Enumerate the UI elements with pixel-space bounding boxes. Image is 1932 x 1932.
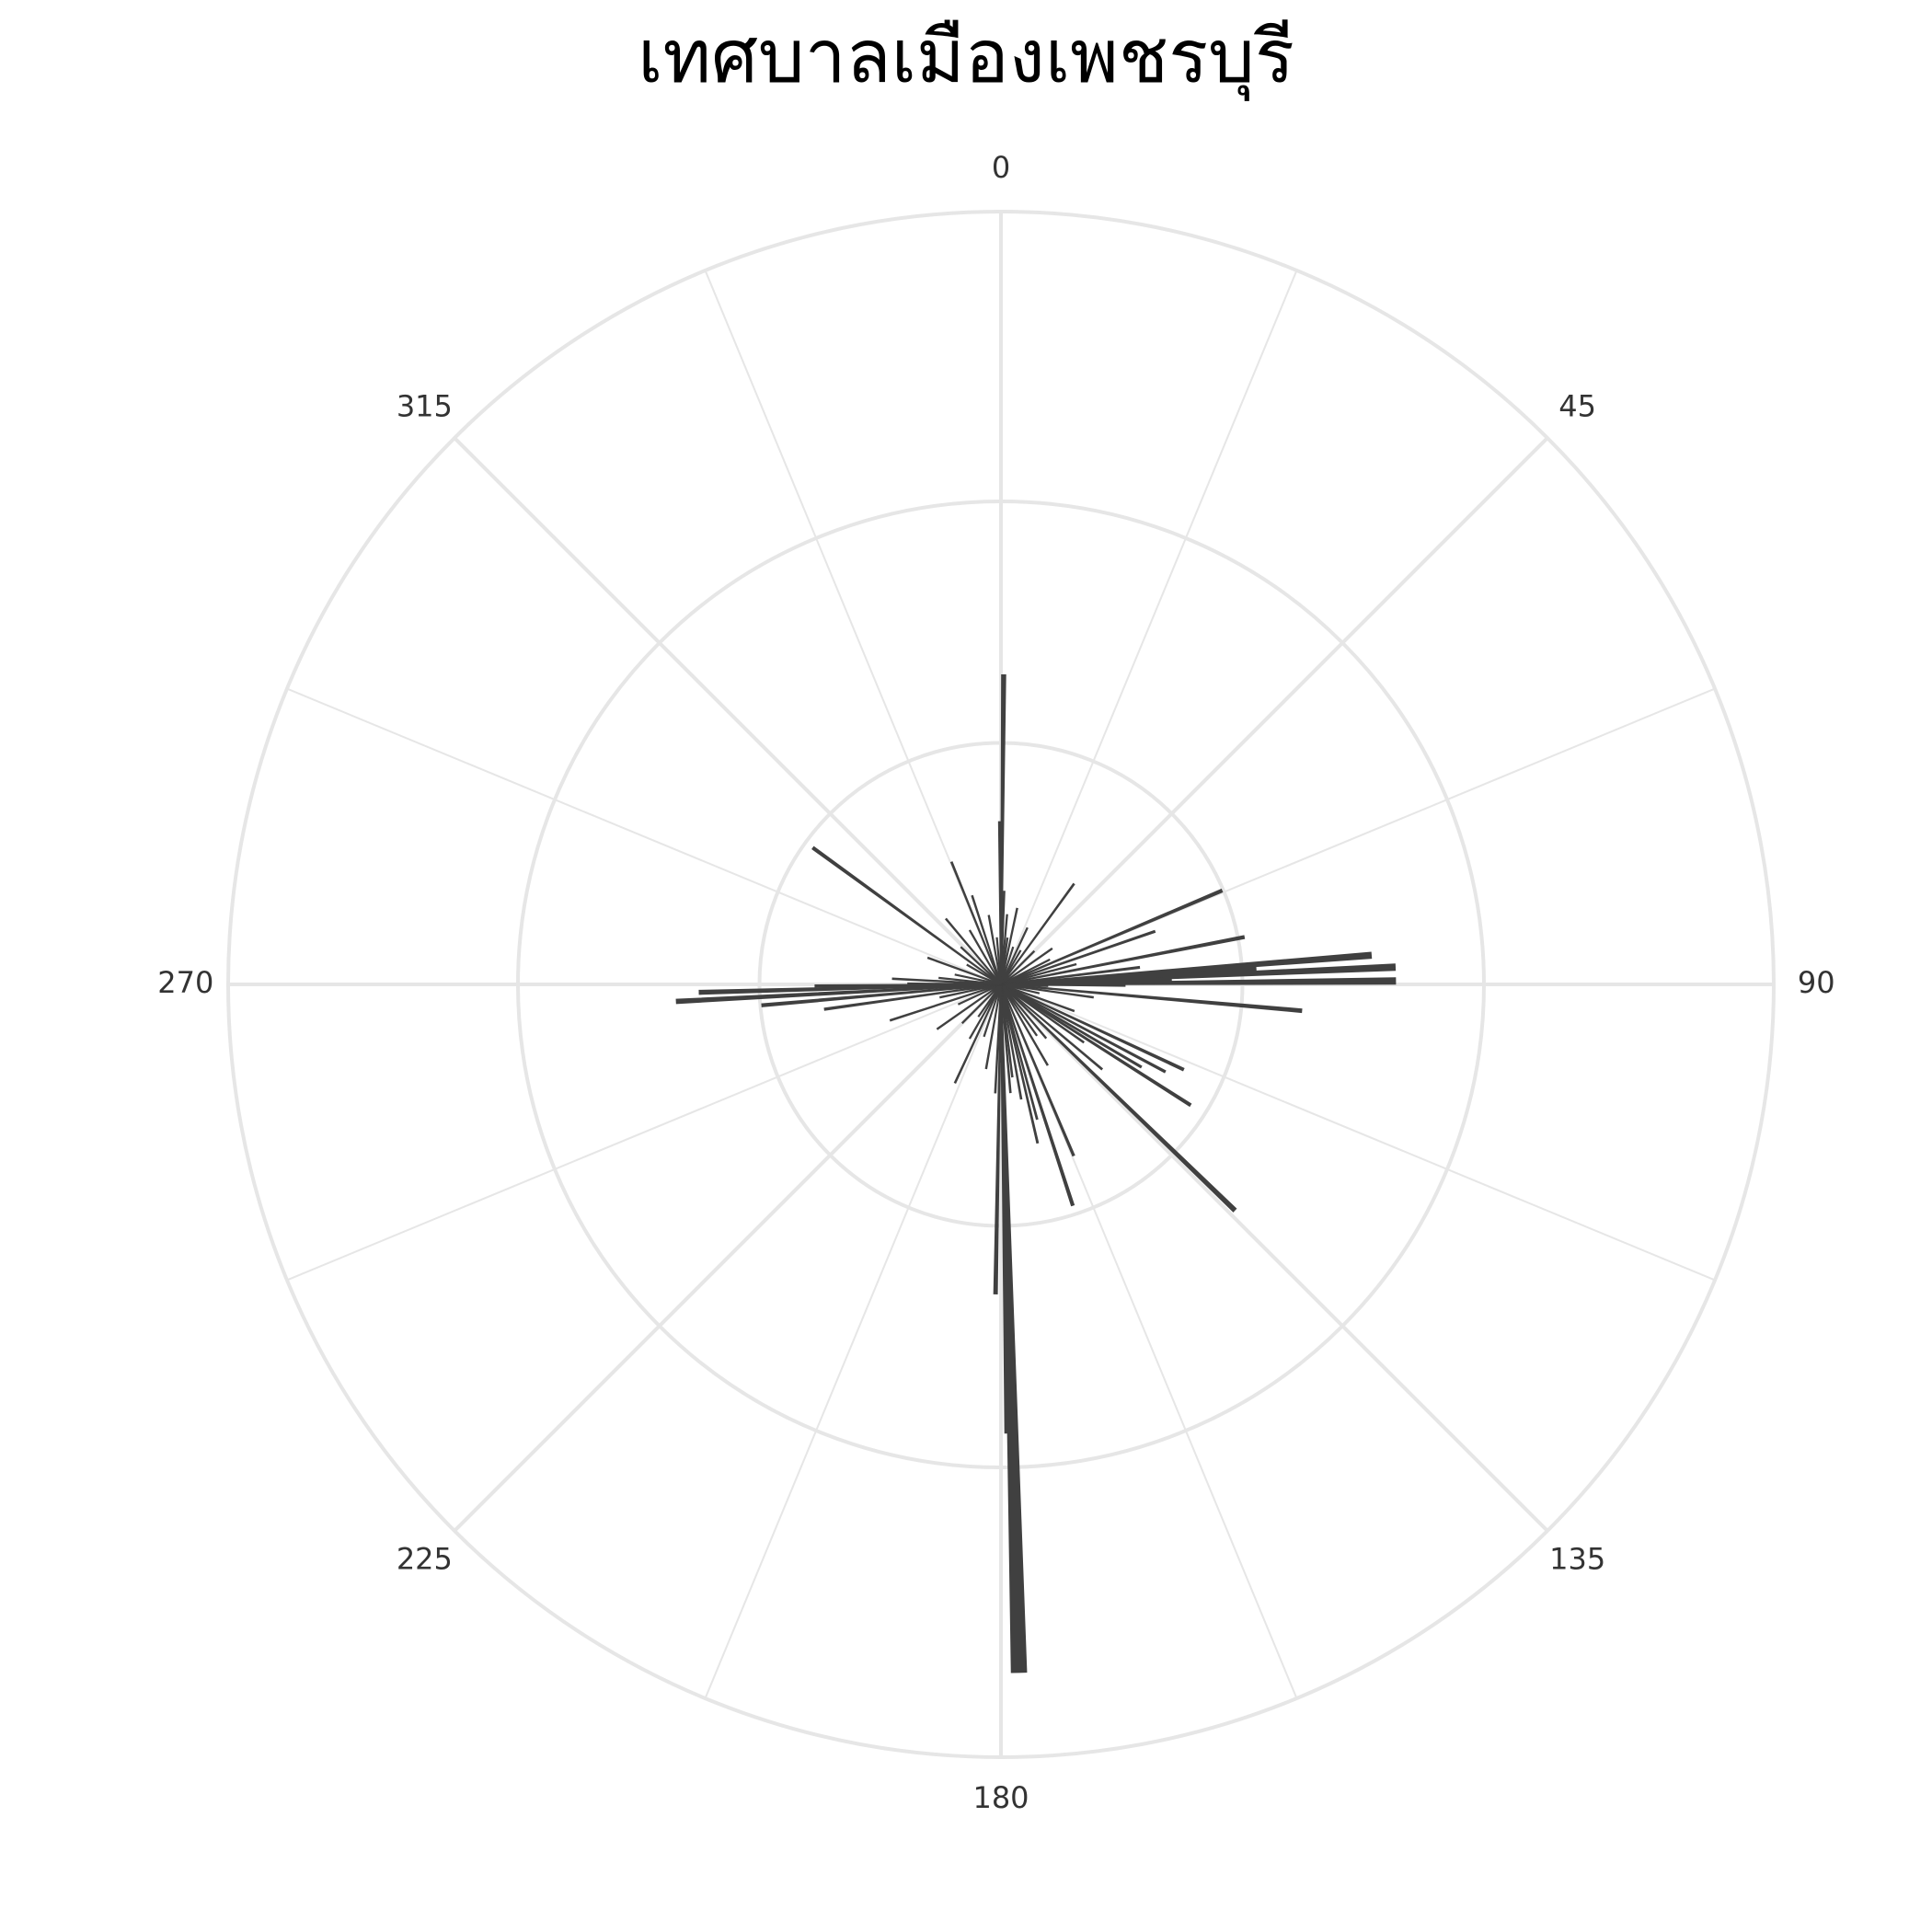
rose-bar <box>1000 983 1185 1072</box>
rose-bar <box>889 983 1002 1022</box>
chart-title: เทศบาลเมืองเพชรบุรี <box>638 14 1294 99</box>
rose-bar <box>1000 963 1397 985</box>
rose-bar <box>1000 983 1075 1157</box>
rose-bar <box>953 983 1002 1085</box>
rose-bar <box>1000 946 1015 985</box>
rose-bar <box>1000 947 1053 985</box>
rose-bar <box>983 983 1002 1038</box>
rose-bar <box>1000 929 1156 985</box>
angular-tick-label: 225 <box>397 1542 453 1577</box>
rose-bar <box>1000 983 1039 1121</box>
rose-bar <box>1000 983 1040 1144</box>
rose-bar <box>1000 983 1143 1069</box>
rose-bar <box>1000 914 1008 985</box>
rose-bar <box>1000 888 1224 985</box>
angular-tick-label: 90 <box>1798 965 1835 1000</box>
rose-bar <box>1000 926 1029 985</box>
rose-bar <box>977 983 1002 1018</box>
angular-tick-label: 270 <box>157 965 213 1000</box>
rose-bar <box>1000 966 1257 985</box>
rose-bar <box>823 983 1002 1011</box>
rose-bar <box>987 914 1002 985</box>
rose-bar <box>1000 983 1192 1108</box>
rose-bar <box>1000 983 1048 1040</box>
rose-bar <box>1000 891 1006 985</box>
rose-bar <box>960 983 1002 1025</box>
rose-bar <box>945 917 1002 985</box>
rose-bar <box>1000 949 1022 985</box>
rose-bar <box>968 983 1002 1040</box>
grid-spoke <box>999 436 1549 986</box>
rose-bar <box>984 983 1002 1070</box>
rose-bar <box>1000 983 1303 1014</box>
rose-bar <box>1000 977 1397 985</box>
grid-spoke <box>286 983 1002 1282</box>
rose-bar <box>939 983 1002 999</box>
grid-spoke <box>1000 270 1298 985</box>
grid-spoke <box>453 983 1003 1533</box>
rose-bar <box>966 963 1002 985</box>
rose-bar <box>994 983 1002 1094</box>
rose-bar <box>1000 882 1075 985</box>
rose-bar <box>1000 983 1039 1037</box>
grid-spoke <box>453 436 1003 986</box>
rose-bar <box>1000 983 1010 1434</box>
rose-bar <box>698 983 1002 995</box>
angular-tick-label: 180 <box>972 1780 1029 1815</box>
angular-tick-label: 45 <box>1558 388 1596 423</box>
rose-bar <box>968 929 1002 985</box>
rose-bar <box>949 861 1002 985</box>
rose-bar <box>1000 983 1237 1213</box>
rose-bar <box>1000 949 1036 985</box>
rose-bar <box>1000 935 1246 985</box>
angular-tick-label: 135 <box>1549 1542 1605 1577</box>
rose-bar <box>1000 983 1049 1066</box>
rose-bar <box>1000 983 1023 1100</box>
rose-bar <box>938 976 1002 985</box>
rose-bar <box>1000 951 1373 985</box>
rose-bar <box>993 983 1002 1294</box>
rose-bar <box>1000 983 1028 1673</box>
grid-spoke <box>999 983 1549 1533</box>
rose-bar <box>1000 965 1141 985</box>
rose-bar <box>1000 983 1075 1207</box>
rose-bar <box>971 894 1002 985</box>
angular-tick-label: 315 <box>397 388 453 423</box>
rose-bar <box>1000 983 1012 1094</box>
grid-spoke <box>286 687 1002 985</box>
grid-spoke <box>704 983 1002 1699</box>
rose-bar <box>997 821 1002 985</box>
rose-bar <box>1000 983 1075 1013</box>
rose-bar <box>954 973 1002 985</box>
rose-bar <box>1000 962 1077 985</box>
rose-bar <box>761 983 1002 1007</box>
rose-bar <box>926 956 1002 985</box>
bars <box>675 673 1397 1673</box>
rose-bar <box>957 983 1002 1006</box>
rose-bar <box>675 983 1002 1005</box>
rose-bar <box>995 937 1002 985</box>
rose-bar <box>1000 673 1006 985</box>
rose-bar <box>1000 907 1018 985</box>
rose-bar <box>891 977 1002 985</box>
rose-bar <box>1000 983 1041 995</box>
grid-spoke <box>1000 983 1716 1282</box>
rose-bar <box>1000 983 1095 999</box>
rose-bar <box>960 946 1002 985</box>
rose-bar <box>811 845 1002 985</box>
rose-bar <box>1000 983 1167 1074</box>
rose-bar <box>936 983 1002 1030</box>
rose-bar <box>1000 983 1086 1044</box>
rose-bar <box>1000 983 1104 1071</box>
angular-tick-labels: 0 45 90 135 180 225 270 315 <box>157 150 1834 1815</box>
angular-tick-label: 0 <box>992 150 1010 185</box>
